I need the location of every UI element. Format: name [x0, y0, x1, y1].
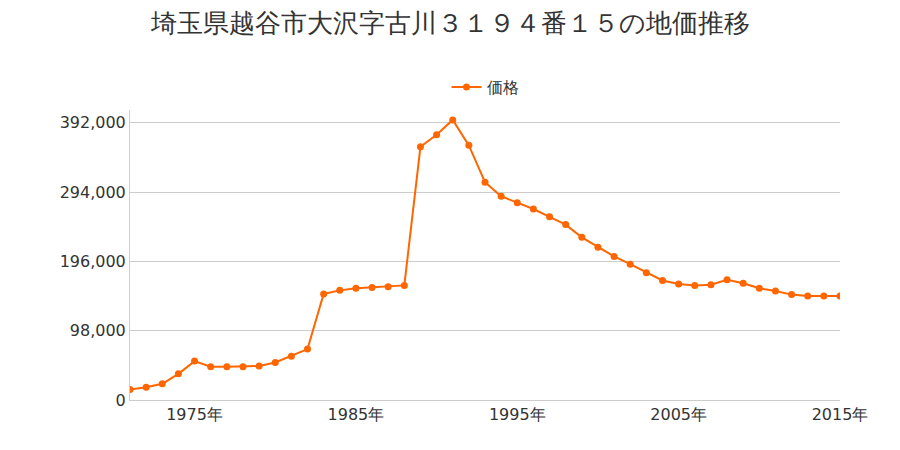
svg-text:196,000: 196,000 [60, 252, 126, 271]
svg-text:1975年: 1975年 [166, 405, 223, 424]
svg-text:1995年: 1995年 [489, 405, 546, 424]
svg-text:2005年: 2005年 [650, 405, 707, 424]
svg-text:1985年: 1985年 [328, 405, 385, 424]
svg-text:埼玉県越谷市大沢字古川３１９４番１５の地価推移: 埼玉県越谷市大沢字古川３１９４番１５の地価推移 [150, 8, 750, 38]
svg-text:392,000: 392,000 [60, 113, 126, 132]
svg-text:価格: 価格 [487, 78, 519, 97]
svg-text:98,000: 98,000 [70, 321, 126, 340]
svg-text:294,000: 294,000 [60, 183, 126, 202]
svg-text:2015年: 2015年 [812, 405, 869, 424]
svg-text:0: 0 [116, 391, 126, 410]
